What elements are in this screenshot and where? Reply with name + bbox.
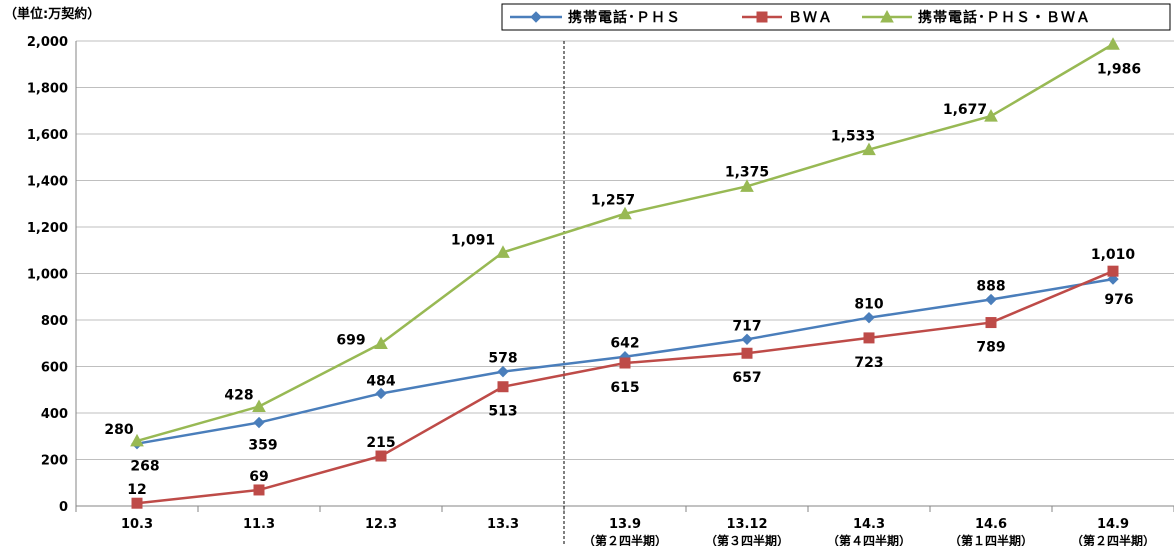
data-point-total — [984, 109, 998, 122]
data-label-bwa: 789 — [976, 340, 1005, 356]
data-label-bwa: 12 — [127, 482, 146, 498]
data-point-bwa — [863, 332, 875, 344]
x-tick-label: 14.6 — [975, 517, 1007, 532]
data-label-total: 280 — [104, 422, 133, 438]
y-tick-label: 0 — [59, 500, 68, 515]
y-tick-label: 2,000 — [27, 35, 68, 50]
data-label-mobile-phs: 268 — [130, 459, 159, 475]
y-tick-label: 400 — [41, 407, 68, 422]
data-label-mobile-phs: 484 — [366, 373, 395, 389]
data-label-mobile-phs: 976 — [1104, 292, 1133, 308]
data-label-bwa: 615 — [610, 380, 639, 396]
legend-marker-mobile-phs — [530, 11, 542, 23]
data-point-bwa — [375, 450, 387, 462]
data-label-mobile-phs: 578 — [488, 351, 517, 367]
gridlines — [76, 40, 1174, 507]
data-label-mobile-phs: 810 — [854, 297, 883, 313]
data-label-total: 1,533 — [831, 129, 875, 145]
data-label-bwa: 215 — [366, 435, 395, 451]
y-tick-label: 1,400 — [27, 175, 68, 190]
data-point-mobile-phs — [375, 387, 387, 400]
data-point-bwa — [741, 347, 753, 359]
legend-marker-bwa — [756, 11, 768, 23]
x-tick-label: 13.9 — [609, 517, 641, 532]
y-tick-label: 200 — [41, 454, 68, 469]
data-label-total: 1,091 — [451, 232, 495, 248]
data-point-bwa — [131, 497, 143, 509]
data-label-mobile-phs: 888 — [976, 279, 1005, 295]
legend-label-mobile-phs: 携帯電話･ＰＨＳ — [568, 9, 681, 26]
series-group — [130, 37, 1120, 509]
data-point-total — [130, 433, 144, 447]
data-label-total: 1,257 — [591, 193, 635, 209]
data-label-bwa: 513 — [488, 404, 517, 420]
x-tick-sublabel: （第１四半期） — [949, 533, 1033, 546]
legend-label-total: 携帯電話･ＰＨＳ・ＢＷＡ — [918, 9, 1091, 26]
data-point-total — [252, 399, 266, 412]
data-label-total: 699 — [336, 332, 365, 348]
data-label-total: 1,986 — [1097, 61, 1141, 77]
data-point-bwa — [1107, 265, 1119, 277]
y-tick-label: 1,000 — [27, 268, 68, 283]
x-tick-label: 10.3 — [121, 517, 153, 532]
data-label-total: 428 — [224, 387, 253, 403]
data-label-bwa: 69 — [249, 469, 268, 485]
x-tick-label: 12.3 — [365, 517, 397, 532]
x-tick-sublabel: （第４四半期） — [827, 533, 911, 546]
x-tick-label: 14.9 — [1097, 517, 1129, 532]
x-tick-label: 11.3 — [243, 517, 275, 532]
legend-label-bwa: ＢＷＡ — [788, 10, 833, 26]
data-point-mobile-phs — [497, 365, 509, 378]
x-tick-label: 13.12 — [726, 517, 767, 532]
data-point-mobile-phs — [741, 333, 753, 346]
data-label-mobile-phs: 717 — [732, 318, 761, 334]
data-point-mobile-phs — [253, 416, 265, 429]
data-point-bwa — [619, 357, 631, 369]
data-labels: 268 359 484 578 642 717 810 888 976 12 69 215 513 615… — [104, 61, 1141, 498]
data-label-total: 1,677 — [943, 102, 987, 118]
y-tick-label: 1,200 — [27, 221, 68, 236]
data-point-bwa — [253, 484, 265, 496]
data-point-total — [862, 142, 876, 156]
y-tick-label: 1,800 — [27, 82, 68, 97]
x-tick-sublabel: （第２四半期） — [1071, 533, 1155, 546]
data-label-bwa: 723 — [854, 355, 883, 371]
y-tick-label: 800 — [41, 314, 68, 329]
unit-label: （単位:万契約） — [4, 6, 100, 22]
legend: 携帯電話･ＰＨＳ ＢＷＡ 携帯電話･ＰＨＳ・ＢＷＡ — [501, 3, 1171, 31]
y-tick-label: 1,600 — [27, 128, 68, 143]
data-point-total — [374, 336, 388, 349]
data-point-mobile-phs — [863, 311, 875, 324]
x-tick-sublabel: （第３四半期） — [705, 533, 789, 546]
data-point-bwa — [497, 381, 509, 393]
y-tick-label: 600 — [41, 361, 68, 376]
x-tick-label: 14.3 — [853, 517, 885, 532]
legend-marker-total — [880, 9, 894, 23]
x-tick-sublabel: （第２四半期） — [583, 533, 667, 546]
x-tick-label: 13.3 — [487, 517, 519, 532]
data-point-total — [1106, 37, 1120, 50]
data-label-mobile-phs: 359 — [248, 438, 277, 454]
data-label-bwa: 1,010 — [1091, 247, 1136, 263]
axes: 0 200 400 600 800 1,000 1,200 1,400 1,600 1,800 2,… — [27, 35, 1174, 548]
data-label-mobile-phs: 642 — [610, 336, 639, 352]
data-label-bwa: 657 — [732, 370, 761, 386]
data-point-total — [618, 206, 632, 220]
data-point-total — [496, 245, 510, 258]
legend-box — [501, 3, 1171, 31]
data-label-total: 1,375 — [725, 164, 769, 180]
data-point-mobile-phs — [985, 293, 997, 306]
data-point-bwa — [985, 317, 997, 329]
data-point-total — [740, 179, 754, 192]
